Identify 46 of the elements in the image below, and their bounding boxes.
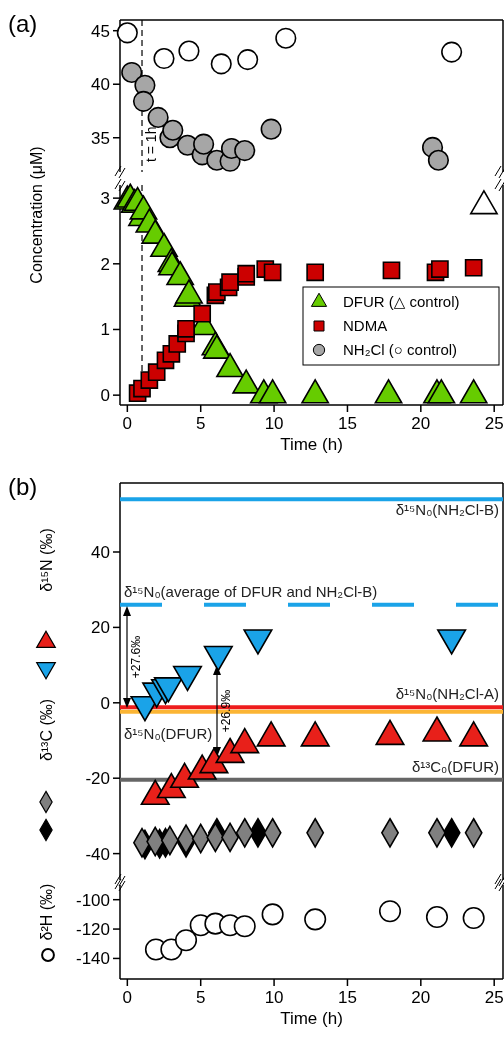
annotation: +27.6‰ bbox=[129, 635, 143, 679]
y-tick-label: 0 bbox=[100, 693, 110, 713]
y-axis-title: δ²H (‰) bbox=[38, 883, 55, 941]
y-tick-label: -40 bbox=[85, 844, 110, 864]
y-axis-title: Concentration (μM) bbox=[28, 146, 45, 284]
x-tick-label: 5 bbox=[195, 988, 206, 1007]
y-tick-label: -140 bbox=[75, 949, 110, 969]
chart-title: (b) bbox=[8, 473, 38, 500]
chart-title: (a) bbox=[8, 10, 38, 37]
ref-line-label: δ¹³C₀(DFUR) bbox=[411, 757, 499, 775]
y-tick-label: 35 bbox=[91, 128, 110, 148]
x-axis-title: Time (h) bbox=[280, 435, 343, 454]
ref-line-label: δ¹⁵N₀(DFUR) bbox=[124, 724, 213, 742]
x-tick-label: 20 bbox=[411, 988, 431, 1007]
y-tick-label: 40 bbox=[91, 75, 110, 95]
x-tick-label: 0 bbox=[122, 414, 133, 433]
y-tick-label: -100 bbox=[75, 890, 110, 910]
y-tick-label: -120 bbox=[75, 920, 110, 940]
legend-label: DFUR (△ control) bbox=[343, 293, 460, 311]
ref-line-label: δ¹⁵N₀(average of DFUR and NH₂Cl-B) bbox=[124, 582, 378, 600]
x-tick-label: 25 bbox=[484, 988, 504, 1007]
x-tick-label: 15 bbox=[337, 988, 357, 1007]
y-tick-label: 2 bbox=[100, 254, 110, 274]
x-axis-title: Time (h) bbox=[280, 1009, 343, 1028]
x-tick-label: 20 bbox=[411, 414, 431, 433]
ref-line-label: t = 1h bbox=[143, 126, 160, 162]
legend-label: NDMA bbox=[343, 317, 388, 335]
y-tick-label: -20 bbox=[85, 769, 110, 789]
y-tick-label: 45 bbox=[91, 21, 110, 41]
y-tick-label: 40 bbox=[91, 542, 110, 562]
x-tick-label: 15 bbox=[337, 414, 357, 433]
x-tick-label: 25 bbox=[484, 414, 504, 433]
legend-label: NH₂Cl (○ control) bbox=[343, 341, 458, 359]
annotation: +26.9‰ bbox=[219, 689, 233, 733]
ref-line-label: δ¹⁵N₀(NH₂Cl-B) bbox=[395, 501, 499, 519]
y-tick-label: 20 bbox=[91, 618, 110, 638]
x-tick-label: 0 bbox=[122, 988, 133, 1007]
x-tick-label: 5 bbox=[195, 414, 206, 433]
ref-line-label: δ¹⁵N₀(NH₂Cl-A) bbox=[395, 685, 499, 703]
text: δ¹³C (‰) bbox=[38, 698, 55, 762]
x-tick-label: 10 bbox=[264, 988, 284, 1007]
x-tick-label: 10 bbox=[264, 414, 284, 433]
y-tick-label: 0 bbox=[100, 386, 110, 406]
y-tick-label: 3 bbox=[100, 189, 110, 209]
y-tick-label: 1 bbox=[100, 320, 110, 340]
y-axis-title: δ¹⁵N (‰) bbox=[38, 528, 55, 592]
